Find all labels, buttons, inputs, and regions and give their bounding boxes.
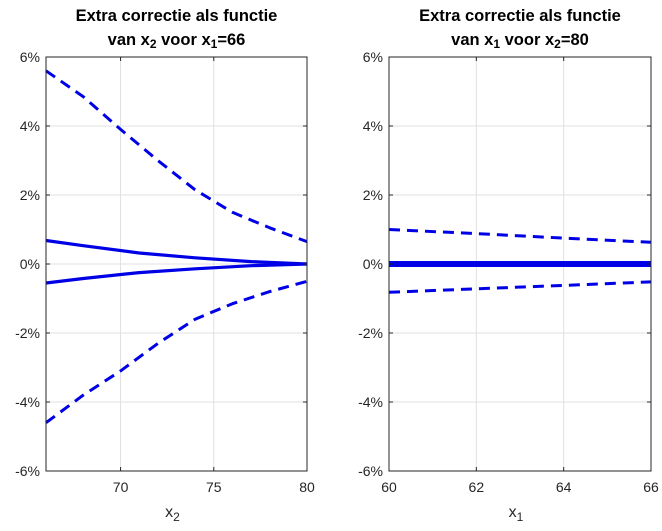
x-axis-label: x1: [509, 504, 524, 524]
left-panel: 70 75 80 -6% -4% -2% 0% 2% 4% 6% Extra correctie a…: [15, 7, 315, 524]
series-line-dashed: [45, 69, 308, 244]
chart-title-line1: Extra correctie als functie: [76, 7, 278, 25]
x-tick-label: 64: [556, 479, 572, 495]
y-tick-label: -4%: [15, 394, 40, 410]
right-panel: 60 62 64 66 -6% -4% -2% 0% 2% 4% 6% Extra correctie…: [358, 7, 659, 524]
y-tick-label: -2%: [15, 325, 40, 341]
y-tick-label: 2%: [20, 187, 40, 203]
y-tick-label: 6%: [20, 49, 40, 65]
y-tick-label: -6%: [358, 463, 383, 479]
y-tick-label: -4%: [358, 394, 383, 410]
chart-title-line2: van x1 voor x2=80: [451, 31, 589, 51]
series-line-dashed: [388, 228, 652, 244]
x-tick-label: 62: [469, 479, 485, 495]
y-tick-label: -6%: [15, 463, 40, 479]
x-tick-label: 66: [643, 479, 659, 495]
y-tick-label: 6%: [363, 49, 383, 65]
y-tick-label: 4%: [20, 118, 40, 134]
series-line-solid: [45, 238, 308, 266]
x-tick-label: 75: [206, 479, 222, 495]
series-line-solid: [45, 262, 308, 285]
x-tick-label: 80: [299, 479, 315, 495]
y-tick-label: 4%: [363, 118, 383, 134]
y-tick-label: 0%: [363, 256, 383, 272]
chart-title-line2: van x2 voor x1=66: [108, 31, 246, 51]
x-tick-label: 60: [381, 479, 397, 495]
x-axis-label: x2: [165, 504, 180, 524]
chart-title-line1: Extra correctie als functie: [419, 7, 621, 25]
series-line-dashed: [45, 279, 308, 424]
y-tick-label: -2%: [358, 325, 383, 341]
x-tick-label: 70: [113, 479, 129, 495]
y-tick-label: 2%: [363, 187, 383, 203]
y-tick-label: 0%: [20, 256, 40, 272]
series-line-dashed: [388, 280, 652, 294]
